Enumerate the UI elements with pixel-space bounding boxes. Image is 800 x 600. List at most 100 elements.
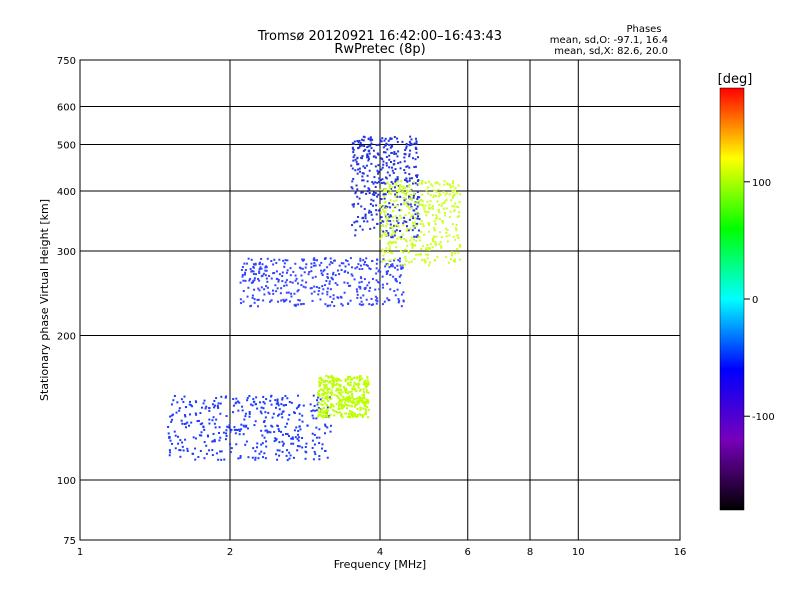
data-point <box>360 300 363 303</box>
data-point <box>255 396 258 399</box>
data-point <box>318 458 321 461</box>
y-tick-label: 75 <box>63 536 76 547</box>
data-point <box>345 387 348 390</box>
data-point <box>318 393 321 396</box>
data-point <box>355 397 358 400</box>
data-point <box>395 246 398 249</box>
data-point <box>353 381 356 384</box>
data-point <box>253 277 256 280</box>
data-point <box>426 186 429 189</box>
data-point <box>355 184 358 187</box>
data-point <box>325 374 328 377</box>
data-point <box>362 407 365 410</box>
data-point <box>422 204 425 207</box>
data-point <box>383 232 386 235</box>
data-point <box>320 407 323 410</box>
data-point <box>281 440 284 443</box>
data-point <box>380 229 383 232</box>
data-point <box>362 399 365 402</box>
data-point <box>205 444 208 447</box>
data-point <box>384 231 387 234</box>
data-point <box>408 218 411 221</box>
data-point <box>393 234 396 237</box>
data-point <box>397 162 400 165</box>
data-point <box>385 220 388 223</box>
data-point <box>396 140 399 143</box>
data-point <box>351 266 354 269</box>
data-point <box>291 437 294 440</box>
data-point <box>416 197 419 200</box>
data-point <box>392 210 395 213</box>
data-point <box>317 396 320 399</box>
data-point <box>406 189 409 192</box>
data-point <box>312 258 315 261</box>
data-point <box>330 404 333 407</box>
data-point <box>377 170 380 173</box>
data-point <box>393 266 396 269</box>
data-point <box>396 192 399 195</box>
data-point <box>391 233 394 236</box>
data-point <box>394 178 397 181</box>
data-point <box>290 295 293 298</box>
data-point <box>246 427 249 430</box>
data-point <box>327 400 330 403</box>
data-point <box>178 407 181 410</box>
data-point <box>393 259 396 262</box>
data-point <box>408 153 411 156</box>
data-point <box>343 281 346 284</box>
data-point <box>359 388 362 391</box>
data-point <box>312 264 315 267</box>
data-point <box>341 416 344 419</box>
data-point <box>316 399 319 402</box>
data-point <box>254 403 257 406</box>
data-point <box>349 378 352 381</box>
data-point <box>269 431 272 434</box>
data-point <box>427 206 430 209</box>
data-point <box>414 158 417 161</box>
data-point <box>191 405 194 408</box>
data-point <box>416 212 419 215</box>
data-point <box>423 258 426 261</box>
data-point <box>356 266 359 269</box>
data-point <box>432 214 435 217</box>
data-point <box>405 225 408 228</box>
data-point <box>288 451 291 454</box>
data-point <box>385 234 388 237</box>
data-point <box>282 410 285 413</box>
data-point <box>374 295 377 298</box>
data-point <box>404 149 407 152</box>
data-point <box>428 203 431 206</box>
data-point <box>445 256 448 259</box>
data-point <box>320 269 323 272</box>
data-point <box>414 217 417 220</box>
data-point <box>385 247 388 250</box>
data-point <box>322 389 325 392</box>
data-point <box>411 243 414 246</box>
data-point <box>359 286 362 289</box>
data-point <box>322 392 325 395</box>
data-point <box>406 205 409 208</box>
data-point <box>251 456 254 459</box>
data-point <box>364 286 367 289</box>
data-point <box>381 303 384 306</box>
data-point <box>294 262 297 265</box>
data-point <box>386 272 389 275</box>
data-point <box>335 410 338 413</box>
data-point <box>318 382 321 385</box>
data-point <box>376 297 379 300</box>
data-point <box>296 394 299 397</box>
data-point <box>240 302 243 305</box>
data-point <box>358 395 361 398</box>
data-point <box>263 421 266 424</box>
data-point <box>200 431 203 434</box>
phase-stats-heading: Phases <box>626 24 661 35</box>
data-point <box>379 205 382 208</box>
data-point <box>315 286 318 289</box>
data-point <box>390 188 393 191</box>
data-point <box>402 196 405 199</box>
data-point <box>333 410 336 413</box>
data-point <box>404 257 407 260</box>
data-point <box>406 227 409 230</box>
data-point <box>287 291 290 294</box>
data-point <box>308 271 311 274</box>
